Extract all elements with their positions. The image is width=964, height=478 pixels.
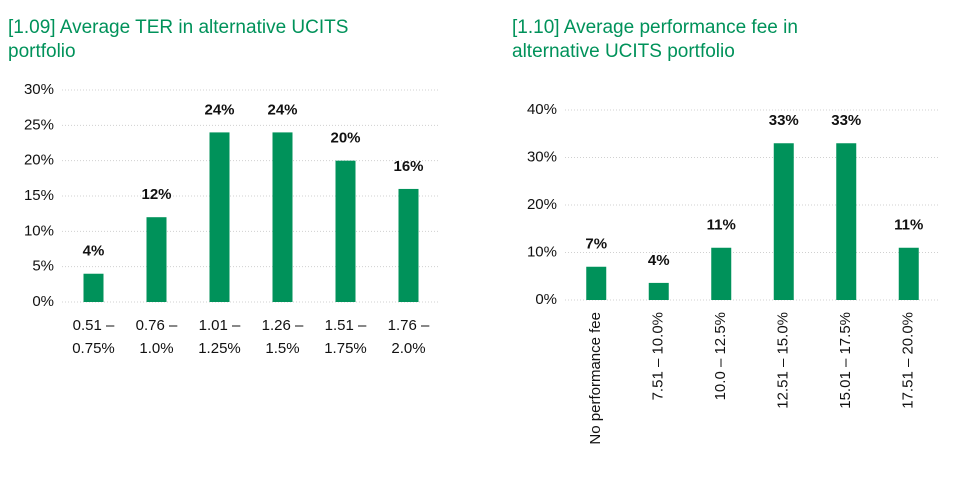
x-tick-label: 1.01 –1.25% — [198, 317, 241, 357]
bar — [83, 273, 104, 302]
x-tick-label: 7.51 – 10.0% — [650, 312, 667, 400]
x-tick-label: 0.51 –0.75% — [72, 317, 115, 357]
bar — [836, 143, 857, 300]
x-tick-label: 0.76 –1.0% — [136, 317, 178, 357]
y-tick-label: 10% — [24, 222, 54, 239]
bar — [711, 247, 732, 300]
bar — [773, 143, 794, 300]
y-tick-label: 0% — [535, 291, 557, 308]
value-label: 24% — [204, 101, 234, 118]
value-label: 7% — [585, 236, 607, 253]
value-label: 11% — [894, 217, 923, 234]
x-tick-label: 15.01 – 17.5% — [837, 312, 854, 409]
y-tick-label: 30% — [24, 81, 54, 98]
x-tick-label: 12.51 – 15.0% — [775, 312, 792, 409]
x-tick-label: 1.26 –1.5% — [262, 317, 304, 357]
x-tick-label: No performance fee — [587, 312, 604, 445]
y-tick-label: 15% — [24, 187, 54, 204]
value-label: 11% — [707, 217, 736, 234]
bar — [335, 160, 356, 302]
value-label: 24% — [267, 101, 297, 118]
value-label: 4% — [648, 252, 670, 269]
value-label: 33% — [769, 112, 799, 129]
y-tick-label: 0% — [32, 293, 54, 310]
bar — [146, 217, 167, 302]
x-tick-label: 17.51 – 20.0% — [900, 312, 917, 409]
bar — [209, 132, 230, 302]
y-tick-label: 25% — [24, 116, 54, 133]
value-label: 20% — [330, 130, 360, 147]
y-tick-label: 20% — [24, 152, 54, 169]
chart-title: [1.09] Average TER in alternative UCITS … — [8, 17, 349, 62]
bar — [898, 247, 919, 300]
y-tick-label: 40% — [527, 101, 557, 118]
y-tick-label: 30% — [527, 148, 557, 165]
value-label: 12% — [141, 186, 171, 203]
x-tick-label: 10.0 – 12.5% — [712, 312, 729, 400]
bar — [586, 266, 607, 300]
y-tick-label: 5% — [32, 258, 54, 275]
value-label: 16% — [393, 158, 423, 175]
bar — [272, 132, 293, 302]
x-tick-label: 1.76 –2.0% — [388, 317, 430, 357]
y-tick-label: 20% — [527, 196, 557, 213]
x-tick-label: 1.51 –1.75% — [324, 317, 367, 357]
value-label: 4% — [83, 243, 105, 260]
bar — [648, 282, 669, 300]
chart-title: [1.10] Average performance fee in altern… — [512, 17, 798, 62]
value-label: 33% — [831, 112, 861, 129]
bar — [398, 188, 419, 302]
y-tick-label: 10% — [527, 243, 557, 260]
